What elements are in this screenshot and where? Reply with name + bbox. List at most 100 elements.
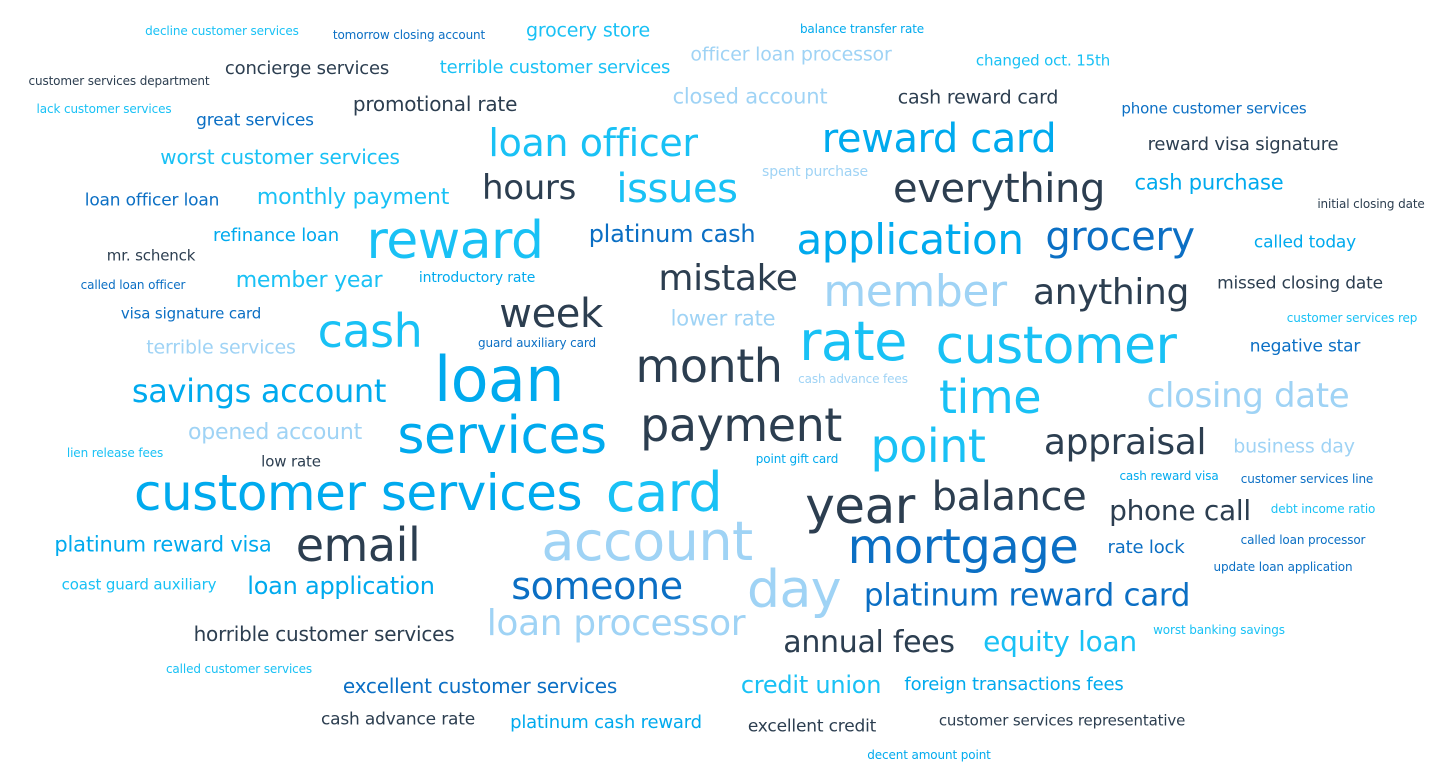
word-cloud-term: annual fees <box>783 625 955 660</box>
word-cloud-term: services <box>397 406 607 466</box>
word-cloud-term: missed closing date <box>1217 273 1383 294</box>
word-cloud-term: terrible customer services <box>439 57 671 78</box>
word-cloud-term: loan application <box>247 572 435 600</box>
word-cloud-term: appraisal <box>1043 422 1207 463</box>
word-cloud-term: point gift card <box>755 452 839 466</box>
word-cloud-term: excellent customer services <box>342 674 618 698</box>
word-cloud-term: email <box>295 518 421 572</box>
word-cloud-term: terrible services <box>146 336 296 359</box>
word-cloud-term: platinum reward card <box>863 577 1191 614</box>
word-cloud-term: phone call <box>1109 494 1251 527</box>
word-cloud-term: savings account <box>131 372 387 410</box>
word-cloud-term: officer loan processor <box>690 43 892 66</box>
word-cloud-term: loan processor <box>486 603 746 644</box>
word-cloud-term: lower rate <box>670 306 776 331</box>
word-cloud-term: payment <box>640 398 842 452</box>
word-cloud-term: lack customer services <box>36 102 172 116</box>
word-cloud-term: refinance loan <box>213 225 339 246</box>
word-cloud-term: member year <box>235 268 383 293</box>
word-cloud-term: rate <box>799 310 907 373</box>
word-cloud-term: phone customer services <box>1121 99 1307 118</box>
word-cloud-term: mortgage <box>847 519 1079 575</box>
word-cloud-term: debt income ratio <box>1270 502 1376 516</box>
word-cloud-term: foreign transactions fees <box>904 674 1124 695</box>
word-cloud-term: balance transfer rate <box>799 22 925 36</box>
word-cloud-term: coast guard auxiliary <box>61 575 217 594</box>
word-cloud-term: member <box>823 266 1007 317</box>
word-cloud-term: cash advance fees <box>798 372 908 386</box>
word-cloud-term: called loan processor <box>1240 533 1366 547</box>
word-cloud-term: promotional rate <box>352 92 518 116</box>
word-cloud-term: loan officer <box>488 121 698 165</box>
word-cloud-term: platinum cash <box>588 220 756 248</box>
word-cloud-term: cash reward card <box>897 86 1059 109</box>
word-cloud-term: concierge services <box>224 58 390 79</box>
word-cloud-term: monthly payment <box>256 185 450 210</box>
word-cloud-term: opened account <box>188 420 362 445</box>
word-cloud-term: customer services representative <box>938 711 1186 730</box>
word-cloud-term: worst banking savings <box>1153 623 1285 637</box>
word-cloud-term: great services <box>196 110 314 131</box>
word-cloud-term: point <box>870 419 986 473</box>
word-cloud-term: closed account <box>672 84 828 109</box>
word-cloud-term: decline customer services <box>145 24 299 38</box>
word-cloud-term: changed oct. 15th <box>975 51 1111 70</box>
word-cloud-term: customer <box>935 316 1177 376</box>
word-cloud-term: introductory rate <box>418 270 536 286</box>
word-cloud-term: grocery <box>1045 214 1195 260</box>
word-cloud-term: customer services line <box>1240 472 1374 486</box>
word-cloud-term: customer services <box>134 464 583 522</box>
word-cloud-term: closing date <box>1146 376 1350 416</box>
word-cloud-term: hours <box>482 168 576 208</box>
word-cloud-term: reward card <box>821 116 1057 162</box>
word-cloud-term: business day <box>1233 435 1355 458</box>
word-cloud-term: someone <box>511 564 683 608</box>
word-cloud-term: mistake <box>658 258 798 299</box>
word-cloud-term: update loan application <box>1213 560 1353 574</box>
word-cloud-term: account <box>541 510 753 573</box>
word-cloud-term: worst customer services <box>160 145 400 169</box>
word-cloud-term: rate lock <box>1107 537 1185 558</box>
word-cloud-term: reward <box>366 211 545 271</box>
word-cloud-term: negative star <box>1249 336 1361 357</box>
word-cloud-term: platinum reward visa <box>54 532 272 557</box>
word-cloud-term: spent purchase <box>762 164 868 180</box>
word-cloud-term: application <box>796 215 1024 264</box>
word-cloud-term: loan officer loan <box>84 190 220 211</box>
word-cloud-term: year <box>805 477 915 535</box>
word-cloud-term: balance <box>931 474 1087 520</box>
word-cloud-term: decent amount point <box>867 748 991 762</box>
word-cloud-term: cash reward visa <box>1119 469 1219 483</box>
word-cloud-term: called loan officer <box>80 278 186 292</box>
word-cloud-term: tomorrow closing account <box>332 28 486 42</box>
word-cloud-term: cash advance rate <box>320 709 476 730</box>
word-cloud-term: reward visa signature <box>1147 134 1339 155</box>
word-cloud-term: equity loan <box>983 625 1137 658</box>
word-cloud-term: week <box>499 291 603 337</box>
word-cloud-term: guard auxiliary card <box>478 336 596 350</box>
word-cloud-term: credit union <box>740 671 882 699</box>
word-cloud-term: day <box>746 560 842 620</box>
word-cloud-term: cash purchase <box>1134 170 1284 195</box>
word-cloud-term: time <box>938 370 1042 424</box>
word-cloud-term: grocery store <box>526 19 650 42</box>
word-cloud-term: called customer services <box>165 662 313 676</box>
word-cloud-term: initial closing date <box>1317 197 1425 211</box>
word-cloud-term: month <box>635 339 783 393</box>
word-cloud-term: issues <box>616 166 738 212</box>
word-cloud-term: everything <box>893 166 1105 212</box>
word-cloud-term: anything <box>1033 272 1189 313</box>
word-cloud-term: horrible customer services <box>193 622 455 646</box>
word-cloud-term: lien release fees <box>66 446 164 460</box>
word-cloud-term: called today <box>1253 232 1357 253</box>
word-cloud-term: cash <box>317 304 423 358</box>
word-cloud-term: card <box>605 461 723 524</box>
word-cloud-term: customer services rep <box>1286 311 1418 325</box>
word-cloud-term: excellent credit <box>747 716 877 737</box>
word-cloud-term: platinum cash reward <box>510 712 702 733</box>
word-cloud-term: visa signature card <box>120 304 262 323</box>
word-cloud-term: loan <box>434 343 565 416</box>
word-cloud-term: mr. schenck <box>106 246 196 265</box>
word-cloud-term: customer services department <box>28 74 210 88</box>
